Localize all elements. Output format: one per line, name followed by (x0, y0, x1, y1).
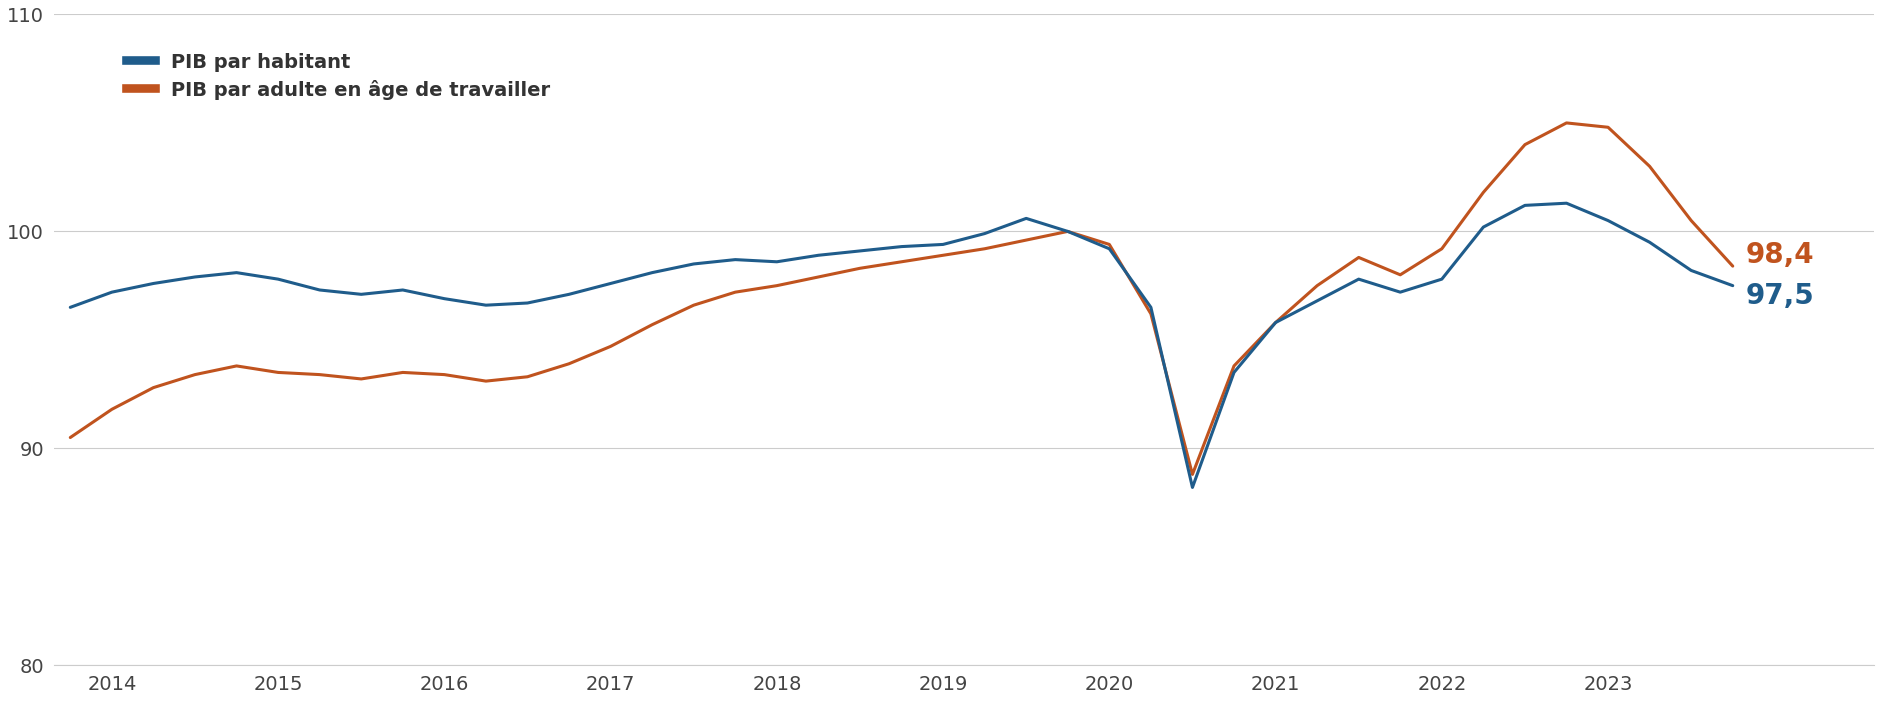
Text: 97,5: 97,5 (1745, 283, 1814, 311)
Text: 98,4: 98,4 (1745, 241, 1814, 269)
Legend: PIB par habitant, PIB par adulte en âge de travailler: PIB par habitant, PIB par adulte en âge … (118, 43, 556, 108)
